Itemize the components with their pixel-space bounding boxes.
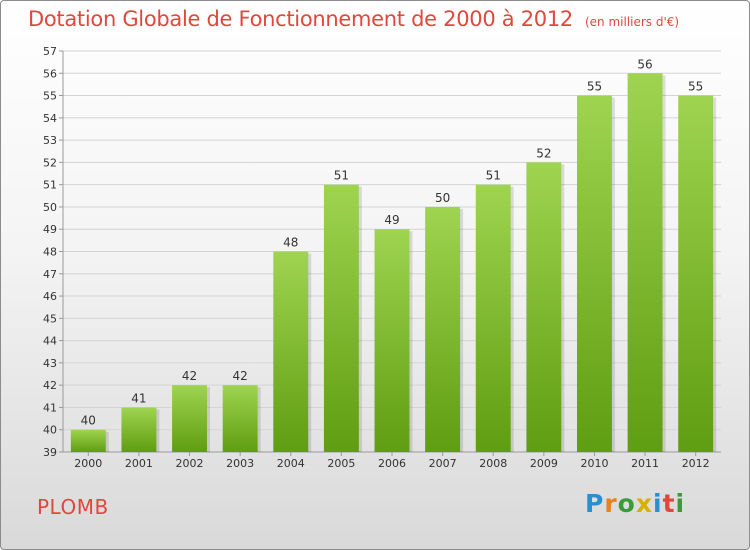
x-tick-label: 2002 <box>176 457 204 470</box>
x-tick-label: 2008 <box>479 457 507 470</box>
y-tick-label: 44 <box>43 335 57 348</box>
bar <box>627 73 663 453</box>
data-label: 55 <box>587 80 602 94</box>
x-tick-label: 2000 <box>74 457 102 470</box>
bar <box>678 95 714 453</box>
x-tick-label: 2011 <box>631 457 659 470</box>
bar <box>475 184 511 452</box>
data-label: 51 <box>486 169 501 183</box>
data-label: 52 <box>536 146 551 160</box>
data-label: 41 <box>131 391 146 405</box>
bar <box>323 184 359 452</box>
x-tick-label: 2006 <box>378 457 406 470</box>
y-tick-label: 55 <box>43 90 57 103</box>
y-tick-label: 47 <box>43 268 57 281</box>
bar <box>273 251 309 452</box>
logo-letter: x <box>635 489 653 518</box>
y-tick-label: 42 <box>43 379 57 392</box>
data-label: 42 <box>182 369 197 383</box>
y-tick-label: 48 <box>43 246 57 259</box>
y-tick-label: 49 <box>43 223 57 236</box>
x-tick-label: 2004 <box>277 457 305 470</box>
data-label: 51 <box>334 169 349 183</box>
data-label: 50 <box>435 191 450 205</box>
labels: 39 40 41 42 43 44 45 46 47 48 49 50 51 52 53 54 55 56 57 40… <box>43 45 710 470</box>
chart-unit-note: (en milliers d'€) <box>584 15 680 29</box>
bar <box>425 206 461 452</box>
logo-letter: P <box>585 489 605 518</box>
y-tick-label: 39 <box>43 446 57 459</box>
y-tick-label: 54 <box>43 112 57 125</box>
bar <box>374 229 410 452</box>
data-label: 42 <box>233 369 248 383</box>
bar <box>576 95 612 453</box>
x-tick-label: 2003 <box>226 457 254 470</box>
bar <box>526 162 562 452</box>
chart-title: Dotation Globale de Fonctionnement de 20… <box>28 7 679 31</box>
x-tick-label: 2009 <box>530 457 558 470</box>
bars <box>70 73 717 453</box>
y-tick-label: 43 <box>43 357 57 370</box>
bar <box>70 429 106 452</box>
data-label: 56 <box>637 57 652 71</box>
y-tick-label: 41 <box>43 401 57 414</box>
data-label: 48 <box>283 236 298 250</box>
x-tick-label: 2012 <box>682 457 710 470</box>
bar <box>121 407 157 452</box>
y-tick-label: 57 <box>43 45 57 58</box>
y-tick-label: 50 <box>43 201 57 214</box>
y-tick-label: 40 <box>43 424 57 437</box>
logo-letter: i <box>653 489 663 518</box>
commune-name: PLOMB <box>37 495 109 519</box>
bar <box>222 385 258 452</box>
data-label: 55 <box>688 80 703 94</box>
data-label: 49 <box>384 213 399 227</box>
x-tick-label: 2007 <box>429 457 457 470</box>
x-tick-label: 2001 <box>125 457 153 470</box>
chart-title-main: Dotation Globale de Fonctionnement de 20… <box>28 7 573 31</box>
y-tick-label: 53 <box>43 134 57 147</box>
x-tick-label: 2010 <box>580 457 608 470</box>
data-label: 40 <box>81 414 96 428</box>
y-tick-label: 52 <box>43 156 57 169</box>
logo-letter: i <box>675 489 686 518</box>
y-tick-label: 46 <box>43 290 57 303</box>
bar <box>172 385 208 452</box>
logo-letter: t <box>662 489 676 518</box>
y-tick-label: 45 <box>43 312 57 325</box>
proxiti-logo[interactable]: Proxiti <box>585 489 685 518</box>
logo-letter: r <box>604 489 618 518</box>
logo-letter: o <box>617 489 636 518</box>
y-tick-label: 51 <box>43 179 57 192</box>
y-tick-label: 56 <box>43 67 57 80</box>
x-tick-label: 2005 <box>327 457 355 470</box>
